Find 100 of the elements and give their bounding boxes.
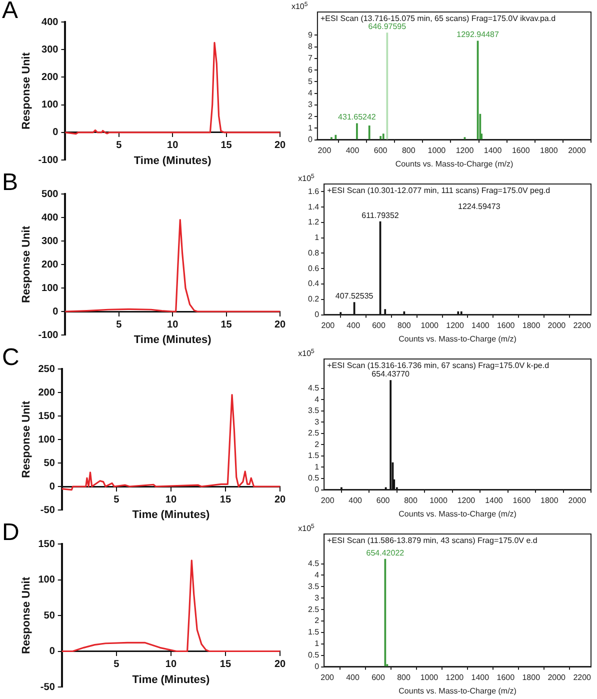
y-tick-label: 9 [308,30,313,40]
y-tick-label: 0.5 [308,650,320,660]
y-tick-label: -50 [40,682,56,693]
y-tick-label: 8 [308,42,313,52]
x-tick-label: 2200 [573,320,592,330]
y-tick-label: 1 [314,233,320,242]
x-tick-label: 600 [376,496,390,505]
y-tick-label: 6 [308,65,313,74]
y-tick-label: 3 [314,593,320,602]
x-axis-title: Time (Minutes) [132,509,210,522]
chart-title: +ESI Scan (11.586-13.879 min, 43 scans) Frag=175.0V e.d [327,536,538,546]
y-tick-label: 4.5 [308,558,320,568]
x-tick-label: 15 [220,319,232,330]
y-tick-label: 2 [314,440,320,449]
annotation: 1292.94487 [456,30,500,40]
x-tick-label: 200 [321,320,336,330]
x-tick-label: 20 [274,494,286,506]
y-tick-label: 2 [308,112,313,121]
y-tick-label: 3 [308,100,313,110]
x-tick-label: 1800 [522,320,541,330]
y-tick-label: 150 [38,538,56,550]
annotation: 654.42022 [366,548,405,558]
x-axis-title: Time (Minutes) [134,334,212,346]
chart-title: +ESI Scan (15.316-16.736 min, 67 scans) Frag=175.0V k-pe.d [327,361,550,370]
y-tick-label: 0 [314,662,320,672]
x-tick-label: 400 [346,672,360,682]
annotation: 431.65242 [338,112,376,122]
x-tick-label: 10 [167,319,179,330]
y-tick-label: 1.5 [308,628,320,637]
x-tick-label: 1600 [512,496,532,505]
annotation: 646.97595 [368,22,407,32]
x-tick-label: 15 [220,140,232,152]
y-axis-title: Response Unit [20,52,33,130]
annotation: 654.43770 [372,370,410,379]
y-tick-label: 0.4 [308,279,320,288]
x-tick-label: 1400 [471,672,490,682]
x-tick-label: 5 [116,140,122,152]
x-tick-label: 600 [374,146,388,155]
x-tick-label: 5 [116,319,122,330]
y-tick-label: 100 [42,282,59,294]
y-tick-label: 3 [314,417,320,426]
y-tick-label: 250 [38,364,56,375]
y-tick-label: 50 [44,458,56,469]
y-tick-label: -50 [40,504,56,516]
y-tick-label: 2 [314,616,320,626]
y-tick-label: 0.8 [308,248,320,258]
y-tick-label: 5 [308,76,313,86]
x-tick-label: 1600 [496,672,516,682]
x-tick-label: 1000 [430,496,448,505]
y-tick-label: 7 [308,54,313,63]
y-tick-label: 0 [314,485,320,494]
y-tick-label: 1 [308,123,313,132]
annotation: 1224.59473 [458,202,500,211]
y-tick-label: 150 [38,410,56,422]
text: A [2,0,18,24]
x-tick-label: 200 [320,496,335,505]
x-tick-label: 1400 [485,496,504,505]
x-tick-label: 1200 [446,672,464,682]
x-tick-label: 1000 [428,146,446,155]
x-tick-label: 10 [165,659,177,670]
y-tick-label: 400 [42,16,59,28]
y-tick-label: 100 [38,434,56,446]
y-tick-label: 0.5 [308,474,320,483]
text: B [2,169,18,196]
y-tick-label: 500 [42,188,59,200]
x-axis-title: Counts vs. Mass-to-Charge (m/z) [398,509,517,518]
x-tick-label: 5 [114,494,120,506]
x-tick-label: 1200 [456,146,474,155]
chart-title: +ESI Scan (10.301-12.077 min, 111 scans) Frag=175.0V peg.d [327,186,550,196]
x-tick-label: 600 [372,320,386,330]
x-tick-label: 800 [397,672,411,682]
y-tick-label: 300 [42,44,59,56]
x-tick-label: 5 [114,659,120,670]
y-tick-label: 1.6 [308,186,320,196]
x-tick-label: 1400 [484,146,502,155]
x-tick-label: 15 [220,659,232,670]
x-tick-label: 20 [274,140,286,152]
y-tick-label: 0.2 [308,294,320,304]
y-axis-title: Response Unit [20,226,33,304]
x-tick-label: 1000 [420,320,440,330]
x-tick-label: 1200 [446,320,464,330]
x-tick-label: 400 [348,496,363,505]
x-tick-label: 1600 [512,146,530,155]
y-tick-label: 0 [314,310,320,320]
y-tick-label: 0 [52,306,59,318]
x-tick-label: 800 [398,320,412,330]
y-tick-label: 100 [42,100,59,111]
y-tick-label: 4 [314,570,320,580]
x-tick-label: 400 [346,320,361,330]
text: C [2,344,20,371]
y-tick-label: 0.6 [308,264,320,273]
text: D [2,519,20,546]
y-tick-label: 4.5 [308,384,320,393]
x-tick-label: 800 [402,146,416,155]
y-tick-label: 1.2 [308,218,320,227]
x-tick-label: 600 [372,672,386,682]
chart-title: +ESI Scan (13.716-15.075 min, 65 scans) Frag=175.0V ikvav.pa.d [320,14,556,24]
x-tick-label: 1600 [496,320,516,330]
x-tick-label: 2000 [548,320,566,330]
y-tick-label: -100 [38,154,59,166]
